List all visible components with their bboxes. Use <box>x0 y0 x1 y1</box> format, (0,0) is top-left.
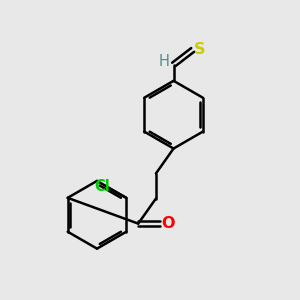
Text: Cl: Cl <box>94 179 110 194</box>
Text: O: O <box>161 216 174 231</box>
Text: H: H <box>159 54 170 69</box>
Text: S: S <box>194 42 205 57</box>
